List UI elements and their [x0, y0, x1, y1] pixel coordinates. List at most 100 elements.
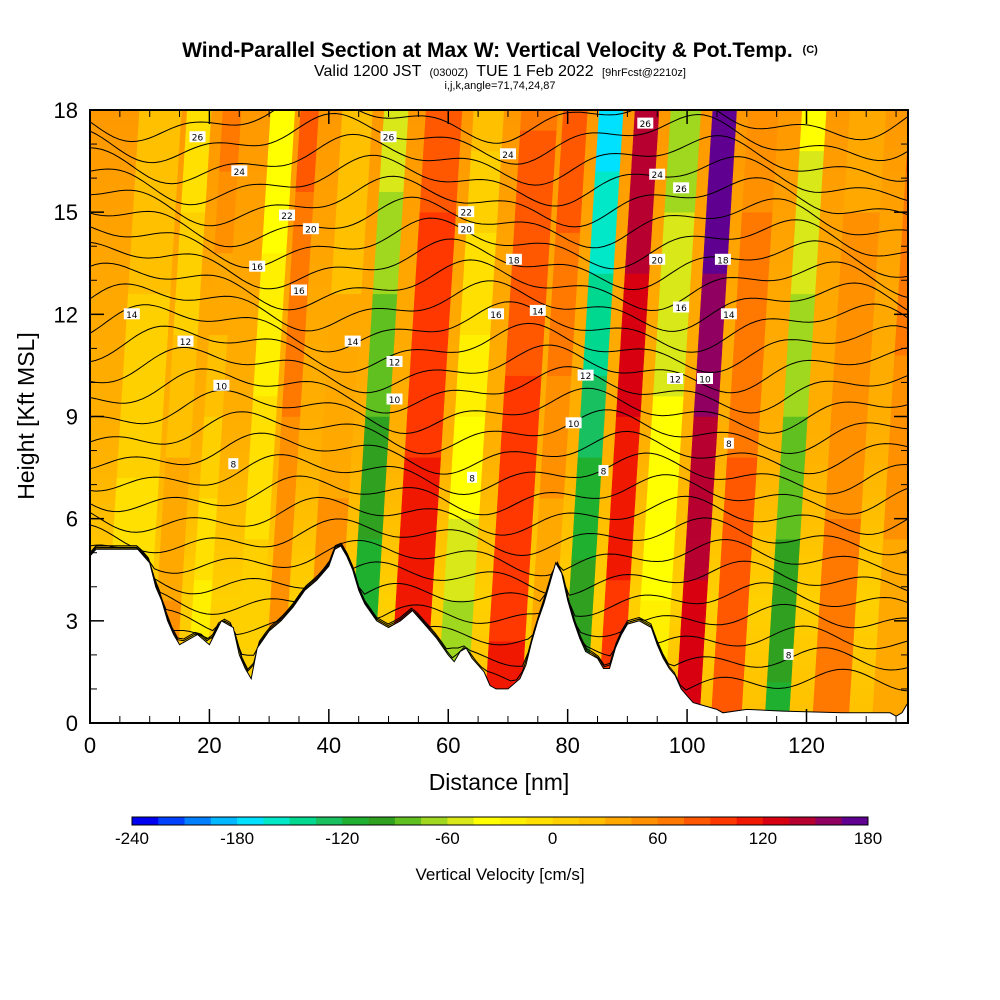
- velocity-cell: [407, 395, 445, 417]
- velocity-cell: [202, 416, 223, 438]
- velocity-cell: [376, 211, 403, 233]
- velocity-cell: [183, 150, 209, 172]
- velocity-cell: [491, 579, 529, 601]
- velocity-cell: [734, 314, 767, 336]
- isentrope-line: [90, 546, 908, 596]
- valid-time-line: Valid 1200 JST (0300Z) TUE 1 Feb 2022 [9…: [314, 63, 686, 80]
- colorbar-swatch: [500, 817, 527, 825]
- velocity-cell: [668, 130, 700, 152]
- chart-title-unit: (C): [803, 44, 819, 56]
- y-tick-label: 15: [54, 200, 78, 225]
- velocity-cell: [771, 579, 798, 601]
- velocity-band: [710, 110, 779, 723]
- isentrope-label: 16: [249, 260, 266, 273]
- isentrope-line: [90, 474, 908, 516]
- velocity-cell: [520, 110, 558, 131]
- velocity-cell: [214, 232, 234, 254]
- velocity-cell: [709, 130, 736, 152]
- velocity-cell: [472, 110, 505, 131]
- velocity-cell: [134, 171, 178, 192]
- velocity-cell: [265, 171, 292, 192]
- velocity-cell: [831, 395, 869, 417]
- isentrope-label-text: 12: [389, 359, 400, 369]
- velocity-cell: [677, 661, 704, 683]
- velocity-cell: [646, 477, 679, 499]
- velocity-cell: [707, 171, 734, 192]
- velocity-cell: [500, 436, 538, 458]
- velocity-cell: [546, 354, 573, 376]
- colorbar-swatch: [815, 817, 843, 825]
- velocity-cell: [655, 334, 688, 356]
- velocity-cell: [684, 538, 711, 560]
- colorbar-swatch: [710, 817, 737, 825]
- velocity-cell: [452, 436, 484, 458]
- velocity-cell: [448, 497, 481, 519]
- velocity-cell: [881, 538, 908, 560]
- isentrope-line: [90, 344, 908, 394]
- velocity-cell: [819, 579, 858, 601]
- isentrope-label: 18: [714, 253, 731, 266]
- velocity-cell: [875, 641, 908, 662]
- section-indices: i,j,k,angle=71,74,24,87: [444, 80, 555, 92]
- isentrope-label: 22: [279, 209, 295, 222]
- velocity-cell: [256, 314, 283, 336]
- isentrope-line: [90, 409, 908, 455]
- velocity-cell: [332, 252, 364, 274]
- velocity-cell: [266, 150, 293, 172]
- velocity-cell: [724, 477, 757, 499]
- isentrope-label: 8: [467, 471, 478, 484]
- velocity-cell: [743, 171, 775, 192]
- velocity-cell: [338, 150, 371, 172]
- isentrope-label: 26: [189, 131, 206, 144]
- velocity-cell: [683, 559, 710, 581]
- colorbar-tick-label: -180: [220, 829, 254, 848]
- y-tick-label: 12: [54, 302, 78, 327]
- velocity-cell: [243, 538, 269, 560]
- velocity-cell: [561, 110, 588, 131]
- isentrope-label: 8: [723, 437, 734, 450]
- velocity-cell: [168, 395, 194, 417]
- velocity-cell: [399, 518, 438, 540]
- velocity-cell: [362, 436, 389, 458]
- velocity-cell: [818, 600, 857, 622]
- velocity-cell: [164, 457, 191, 479]
- velocity-cell: [453, 416, 486, 438]
- isentrope-line: [90, 259, 908, 312]
- y-tick-label: 0: [66, 711, 78, 736]
- isentrope-label-text: 24: [502, 151, 514, 161]
- velocity-cell: [559, 150, 586, 172]
- velocity-cell: [360, 477, 386, 499]
- velocity-cell: [747, 110, 779, 131]
- velocity-cell: [737, 273, 769, 295]
- isentrope-line: [90, 280, 908, 332]
- velocity-band: [233, 110, 296, 723]
- isentrope-label: 16: [488, 308, 504, 321]
- velocity-cell: [413, 293, 451, 315]
- velocity-cell: [570, 559, 596, 581]
- velocity-band: [633, 110, 702, 723]
- velocity-cell: [782, 416, 808, 438]
- velocity-cell: [900, 232, 908, 254]
- velocity-cell: [878, 600, 908, 622]
- x-tick-label: 0: [84, 733, 96, 758]
- isentrope-label-text: 8: [726, 440, 732, 450]
- velocity-cell: [131, 211, 176, 233]
- isentrope-line: [90, 322, 908, 374]
- isentrope-line: [90, 430, 908, 475]
- velocity-cell: [258, 293, 284, 315]
- velocity-cell: [405, 416, 444, 438]
- velocity-cell: [874, 661, 908, 683]
- velocity-cell: [790, 273, 817, 295]
- velocity-cell: [785, 354, 812, 376]
- velocity-cell: [889, 416, 908, 438]
- velocity-cell: [320, 436, 353, 458]
- isentrope-line: [90, 217, 908, 270]
- velocity-cell: [730, 375, 763, 397]
- velocity-cell: [833, 354, 872, 376]
- velocity-cell: [211, 273, 232, 295]
- velocity-cell: [897, 293, 908, 315]
- velocity-cell: [627, 211, 653, 233]
- colorbar-swatch: [841, 817, 869, 825]
- isentrope-line: [90, 238, 908, 291]
- velocity-cell: [336, 191, 368, 213]
